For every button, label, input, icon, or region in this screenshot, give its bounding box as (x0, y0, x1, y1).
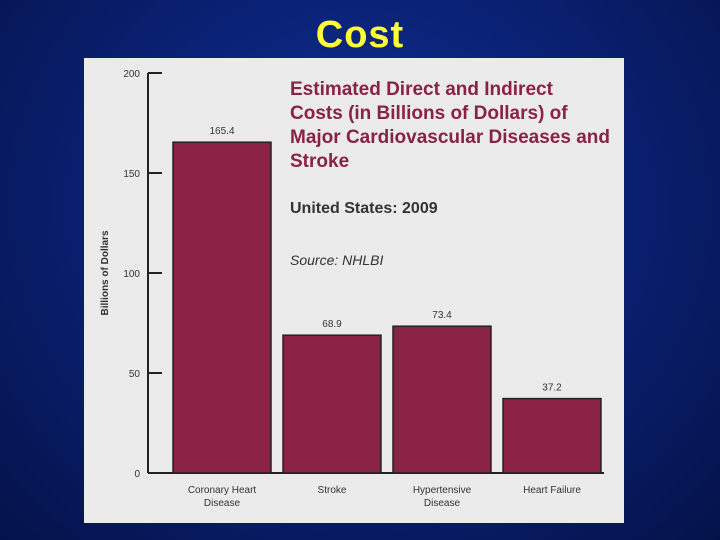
bar-chart: 0 50 100 150 200 Billions of Dollars 165.4 Coro… (100, 69, 604, 509)
y-tick-label: 50 (129, 369, 141, 380)
bar (392, 325, 492, 474)
chart-source: Source: NHLBI (290, 252, 384, 268)
bar-value-label: 165.4 (209, 126, 234, 137)
chart-title: Estimated Direct and Indirect Costs (in … (290, 79, 610, 172)
chart-panel: 0 50 100 150 200 Billions of Dollars 165.4 Coro… (84, 58, 624, 523)
x-category-label: Disease (424, 498, 461, 509)
x-category-label: Stroke (318, 485, 347, 496)
bar (172, 141, 272, 474)
x-category-label: Heart Failure (523, 485, 581, 496)
bar (282, 334, 382, 474)
slide-title: Cost (315, 14, 405, 56)
x-category-label: Hypertensive (413, 485, 472, 496)
y-tick-label: 150 (123, 169, 140, 180)
x-category-label: Coronary Heart (188, 485, 257, 496)
x-category-label: Disease (204, 498, 241, 509)
chart-subtitle: United States: 2009 (290, 200, 438, 217)
bar-value-label: 73.4 (432, 310, 452, 321)
y-tick-label: 200 (123, 69, 140, 80)
y-tick-label: 0 (134, 469, 140, 480)
y-tick-label: 100 (123, 269, 140, 280)
y-axis-title: Billions of Dollars (100, 230, 111, 315)
bar (502, 397, 602, 474)
bar-value-label: 68.9 (322, 319, 342, 330)
bar-value-label: 37.2 (542, 383, 562, 394)
